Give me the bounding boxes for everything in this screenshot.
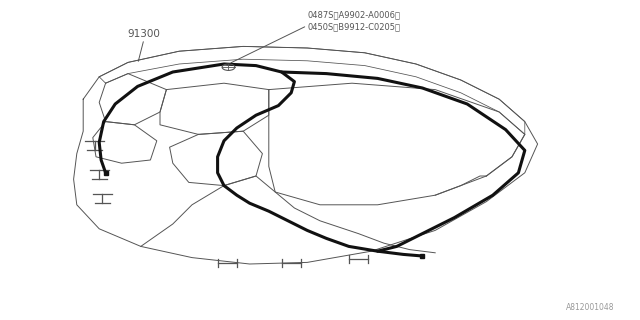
Text: 0487S（A9902-A0006）
0450S（B9912-C0205）: 0487S（A9902-A0006） 0450S（B9912-C0205） [307, 10, 400, 32]
Text: 91300: 91300 [127, 28, 161, 39]
Text: A812001048: A812001048 [566, 303, 614, 312]
